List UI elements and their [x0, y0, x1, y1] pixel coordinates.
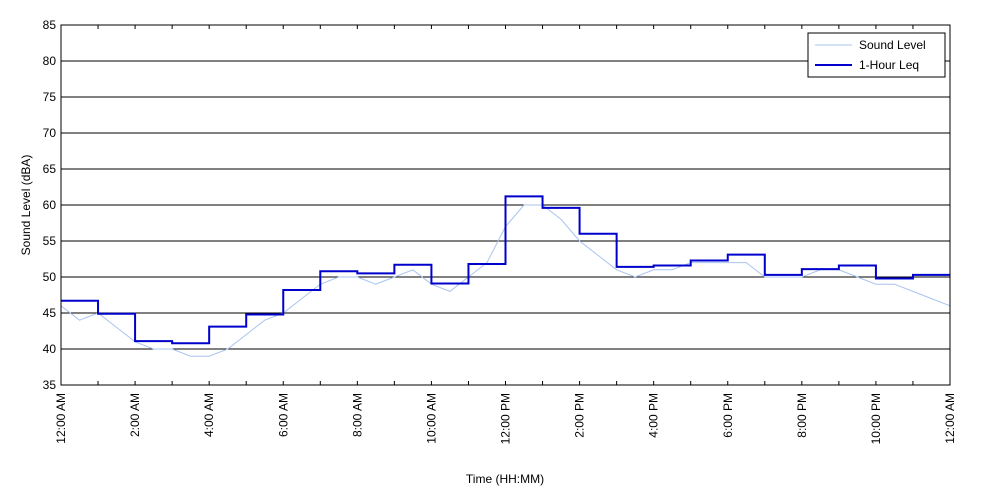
x-tick-label: 12:00 AM: [943, 393, 957, 444]
y-axis-label: Sound Level (dBA): [19, 155, 33, 256]
y-tick-label: 35: [43, 378, 57, 392]
legend-label-1-hour-leq: 1-Hour Leq: [859, 58, 919, 72]
series-layer: [60, 195, 951, 357]
x-tick-label: 4:00 AM: [202, 393, 216, 437]
y-tick-label: 85: [43, 18, 57, 32]
x-tick-label: 2:00 AM: [128, 393, 142, 437]
y-tick-label: 45: [43, 306, 57, 320]
plot-area: [60, 24, 951, 386]
x-tick-label: 2:00 PM: [573, 393, 587, 438]
x-tick-label: 10:00 AM: [424, 393, 438, 444]
x-tick-label: 8:00 PM: [795, 393, 809, 438]
y-tick-label: 65: [43, 162, 57, 176]
legend: Sound Level 1-Hour Leq: [807, 32, 946, 78]
series-line-1-hour-leq: [61, 195, 950, 345]
y-tick-label: 80: [43, 54, 57, 68]
y-tick-label: 50: [43, 270, 57, 284]
gridlines: [61, 60, 950, 350]
x-tick-label: 12:00 AM: [54, 393, 68, 444]
x-axis: 12:00 AM 2:00 AM 4:00 AM 6:00 AM 8:00 AM 10:0…: [54, 25, 957, 444]
x-tick-label: 10:00 PM: [869, 393, 883, 444]
x-tick-label: 4:00 PM: [647, 393, 661, 438]
x-tick-label: 8:00 AM: [350, 393, 364, 437]
x-tick-label: 6:00 PM: [721, 393, 735, 438]
y-tick-label: 60: [43, 198, 57, 212]
y-tick-label: 75: [43, 90, 57, 104]
x-axis-label: Time (HH:MM): [466, 472, 544, 486]
y-tick-label: 55: [43, 234, 57, 248]
legend-label-sound-level: Sound Level: [859, 38, 926, 52]
y-axis: 35 40 45 50 55 60 65 70 75 80 85: [43, 18, 65, 392]
x-tick-label: 6:00 AM: [276, 393, 290, 437]
legend-box: [807, 32, 946, 78]
y-tick-label: 70: [43, 126, 57, 140]
x-tick-label: 12:00 PM: [499, 393, 513, 444]
y-tick-label: 40: [43, 342, 57, 356]
